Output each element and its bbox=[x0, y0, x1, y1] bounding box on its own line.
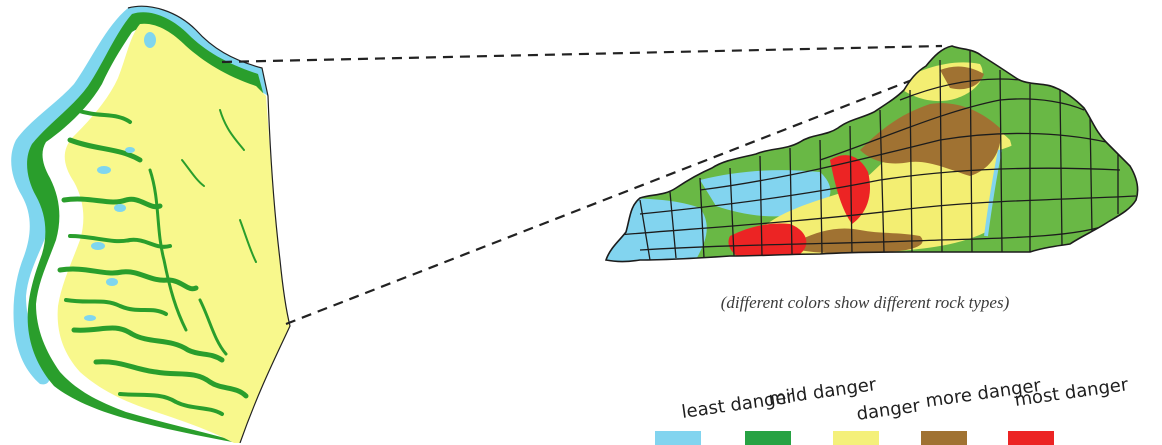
legend-swatch-more-danger bbox=[921, 431, 967, 445]
legend-swatch-danger bbox=[833, 431, 879, 445]
connector-line-top bbox=[221, 44, 943, 64]
county-ponds bbox=[84, 32, 156, 321]
county-upland bbox=[57, 23, 290, 443]
state-map bbox=[604, 45, 1139, 263]
county-outline bbox=[127, 5, 291, 443]
legend-swatch-mild-danger bbox=[745, 431, 791, 445]
county-map bbox=[11, 5, 291, 443]
county-creeks bbox=[57, 108, 257, 416]
state-outline bbox=[604, 45, 1139, 263]
county-river bbox=[11, 6, 268, 385]
connector-line-bottom bbox=[285, 78, 913, 326]
legend-swatch-least-danger bbox=[655, 431, 701, 445]
map-caption: (different colors show different rock ty… bbox=[720, 293, 1010, 312]
connector-lines bbox=[221, 44, 943, 326]
legend-swatch-most-danger bbox=[1008, 431, 1054, 445]
